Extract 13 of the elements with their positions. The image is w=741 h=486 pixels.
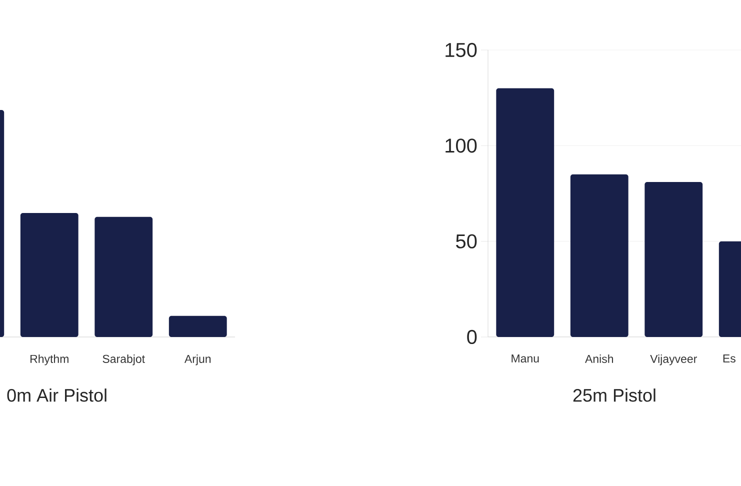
x-tick-label: Rhythm xyxy=(30,354,68,366)
x-tick-label: Es xyxy=(723,354,736,363)
x-axis-title: 25m Pistol xyxy=(573,388,656,402)
x-tick-label: Arjun xyxy=(184,354,211,366)
y-tick-label: 50 xyxy=(456,234,477,248)
x-axis-title: 0m Air Pistol xyxy=(7,388,106,402)
x-tick-label: Manu xyxy=(512,354,539,363)
y-tick-label: 150 xyxy=(446,42,477,58)
y-tick-label: 0 xyxy=(467,330,477,344)
x-tick-label: Anish xyxy=(585,354,614,363)
x-tick-label: Vijayveer xyxy=(650,354,697,366)
y-tick-label: 100 xyxy=(446,138,477,153)
x-tick-label: Sarabjot xyxy=(102,354,145,366)
